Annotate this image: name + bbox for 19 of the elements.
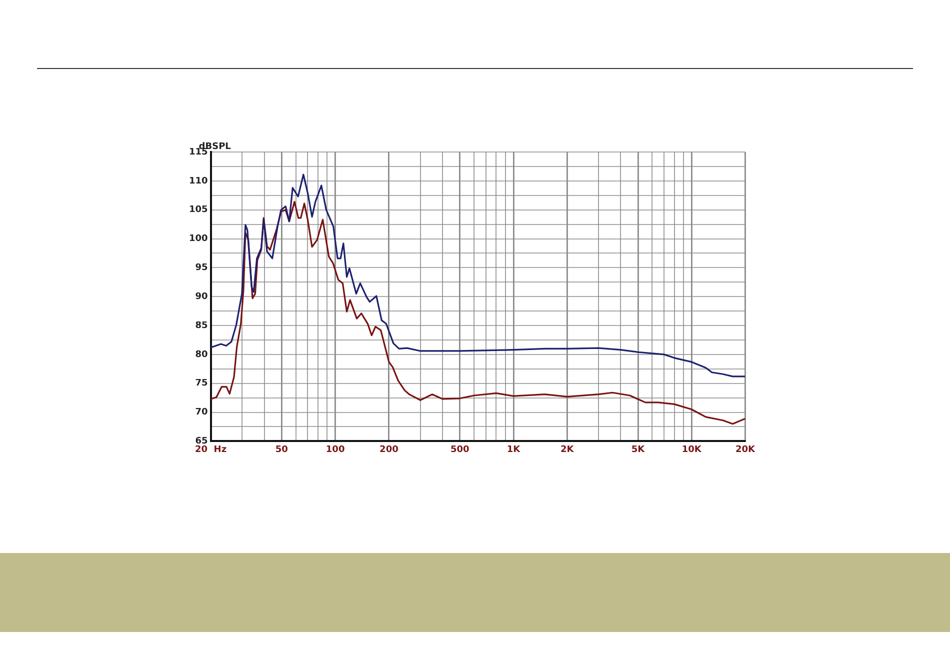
x-tick-label: 20K bbox=[736, 444, 756, 455]
y-tick-label: 75 bbox=[195, 378, 208, 389]
x-tick-label: 5K bbox=[631, 444, 646, 455]
y-tick-label: 80 bbox=[195, 350, 208, 360]
x-tick-label: 2K bbox=[560, 444, 575, 455]
x-tick-label: 100 bbox=[326, 444, 345, 455]
x-tick-label: 500 bbox=[450, 444, 470, 455]
x-tick-label: 10K bbox=[682, 444, 702, 455]
y-tick-label: 100 bbox=[188, 234, 208, 244]
x-tick-label: 200 bbox=[380, 444, 398, 455]
x-tick-label: 50 bbox=[275, 444, 288, 455]
y-tick-label: 90 bbox=[195, 292, 208, 302]
y-tick-label: 105 bbox=[188, 205, 208, 216]
x-tick-label: 20 Hz bbox=[195, 444, 227, 455]
y-tick-label: 85 bbox=[195, 320, 208, 331]
y-tick-label: 110 bbox=[188, 176, 208, 186]
y-tick-label: 95 bbox=[195, 263, 208, 274]
y-tick-label: 70 bbox=[195, 408, 208, 418]
x-tick-label: 1K bbox=[506, 444, 522, 455]
